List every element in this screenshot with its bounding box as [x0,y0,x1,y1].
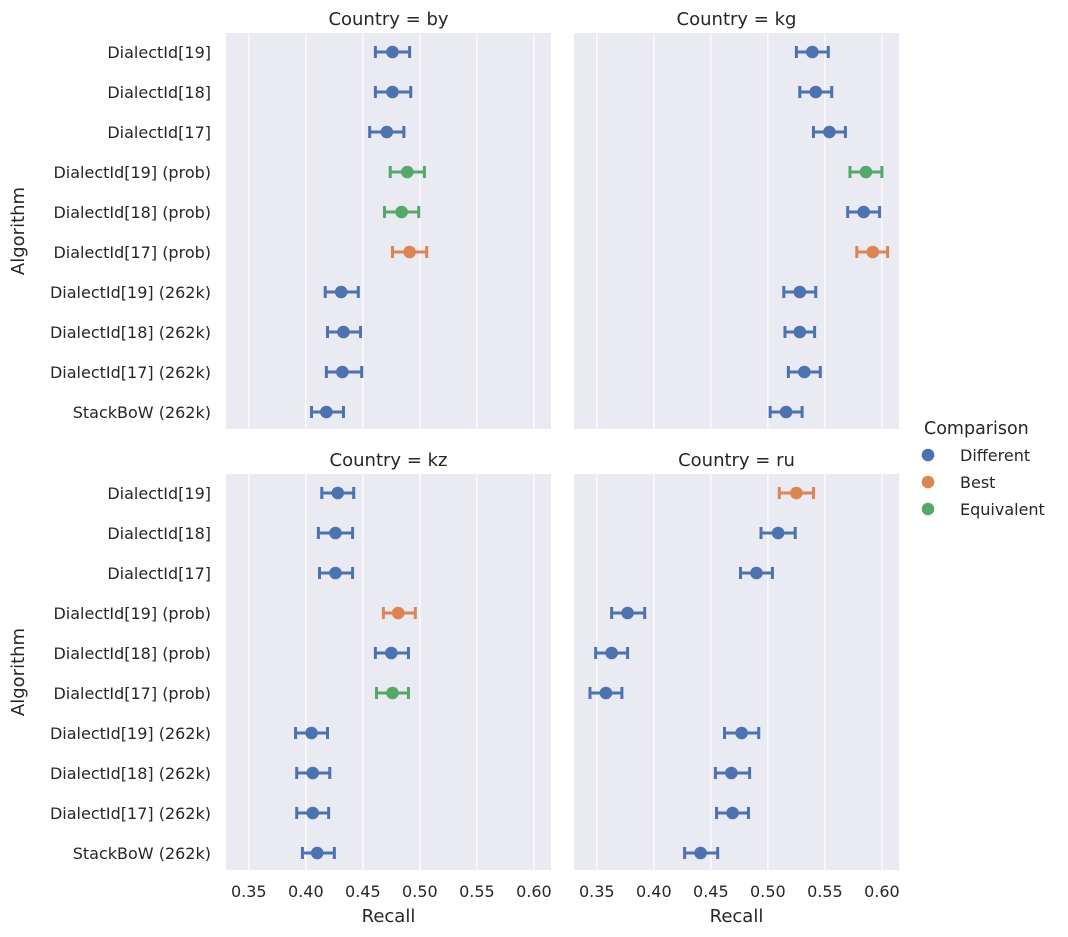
data-point [310,846,324,860]
x-tick-label: 0.55 [807,882,843,901]
data-point [385,646,398,660]
y-tick-label: StackBoW (262k) [73,403,211,422]
data-point [386,85,399,99]
x-tick-label: 0.50 [750,882,786,901]
data-point [403,245,416,259]
y-tick-label: DialectId[19] [107,43,211,62]
data-point [306,766,319,780]
x-tick-label: 0.35 [231,882,267,901]
data-point [305,726,318,740]
y-axis-label: Algorithm [8,628,29,716]
y-tick-label: DialectId[19] (prob) [53,604,211,623]
data-point [750,566,763,580]
data-point [391,606,405,620]
x-tick-label: 0.45 [693,882,729,901]
x-tick-label: 0.40 [288,882,324,901]
data-point [779,405,793,419]
y-tick-label: DialectId[18] (prob) [53,203,211,222]
y-tick-label: DialectId[17] [107,123,211,142]
legend-title: Comparison [924,419,1029,439]
y-tick-label: DialectId[18] (prob) [53,644,211,663]
data-point [694,846,707,860]
y-tick-label: DialectId[17] (prob) [53,684,211,703]
panel-background [574,474,899,870]
data-point [395,205,408,219]
data-point [380,125,394,139]
panel-background [226,33,551,429]
x-axis-label: Recall [710,906,764,927]
y-tick-label: DialectId[18] (262k) [50,323,211,342]
data-point [857,205,870,219]
data-point [823,125,836,139]
data-point [320,405,333,419]
data-point [798,365,811,379]
y-tick-label: DialectId[17] (262k) [50,804,211,823]
y-tick-label: DialectId[19] (prob) [53,163,211,182]
panel-title: Country = by [328,9,448,30]
y-tick-label: DialectId[19] [107,484,211,503]
x-tick-label: 0.55 [459,882,495,901]
data-point [806,45,819,59]
data-point [621,606,634,620]
legend-label: Best [960,473,995,492]
legend-label: Equivalent [960,500,1045,519]
panel-title: Country = kz [330,450,448,471]
data-point [793,285,807,299]
data-point [790,486,803,500]
data-point [866,245,880,259]
data-point [336,365,349,379]
legend-marker [921,475,935,489]
data-point [337,325,350,339]
data-point [401,165,414,179]
y-tick-label: DialectId[17] (prob) [53,243,211,262]
data-point [809,85,823,99]
x-tick-label: 0.60 [516,882,552,901]
y-tick-label: DialectId[18] [107,524,211,543]
data-point [735,726,748,740]
data-point [599,686,613,700]
data-point [386,45,399,59]
data-point [331,486,345,500]
data-point [605,646,618,660]
data-point [725,766,738,780]
data-point [334,285,348,299]
x-axis-label: Recall [362,906,416,927]
legend-label: Different [960,446,1030,465]
y-tick-label: DialectId[18] [107,83,211,102]
data-point [329,566,342,580]
panel-title: Country = ru [678,450,795,471]
data-point [793,325,807,339]
panel-background [574,33,899,429]
legend-marker [921,502,935,516]
y-tick-label: DialectId[18] (262k) [50,764,211,783]
x-tick-label: 0.45 [345,882,381,901]
y-tick-label: DialectId[17] (262k) [50,363,211,382]
x-tick-label: 0.50 [402,882,438,901]
data-point [329,526,342,540]
y-tick-label: DialectId[19] (262k) [50,724,211,743]
y-tick-label: DialectId[19] (262k) [50,283,211,302]
x-tick-label: 0.60 [864,882,900,901]
data-point [386,686,399,700]
y-tick-label: StackBoW (262k) [73,844,211,863]
y-axis-label: Algorithm [8,187,29,275]
y-tick-label: DialectId[17] [107,564,211,583]
data-point [306,806,319,820]
data-point [859,165,873,179]
x-tick-label: 0.40 [636,882,672,901]
legend-marker [921,448,935,462]
panel-title: Country = kg [677,9,797,30]
data-point [726,806,739,820]
data-point [771,526,785,540]
x-tick-label: 0.35 [579,882,615,901]
panel-background [226,474,551,870]
